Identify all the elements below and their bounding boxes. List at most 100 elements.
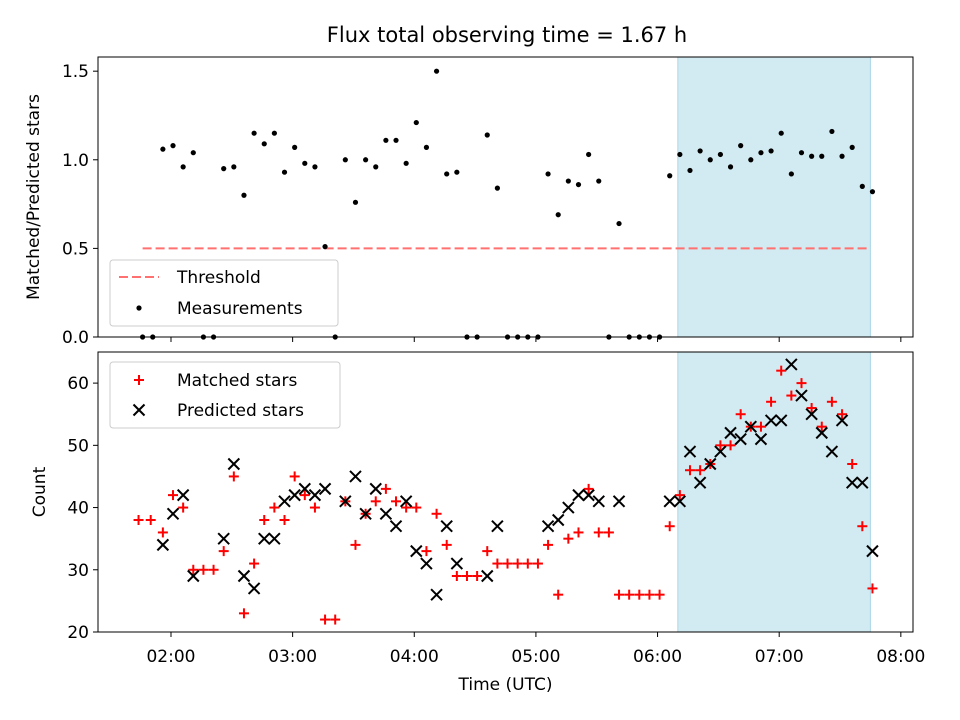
x-tick-label: 08:00 — [876, 647, 925, 667]
predicted-point — [237, 569, 251, 583]
predicted-point — [278, 495, 291, 508]
matched-point — [725, 440, 736, 451]
top-plot-frame — [97, 56, 914, 338]
predicted-point — [318, 482, 332, 496]
matched-point — [806, 403, 817, 413]
measurement-point — [819, 153, 825, 159]
legend-matched-swatch — [134, 375, 144, 385]
predicted-point — [288, 488, 301, 502]
predicted-point-b — [835, 414, 849, 427]
legend-predicted-label: Predicted stars — [177, 401, 304, 421]
predicted-point — [683, 445, 697, 458]
predicted-point-b — [166, 507, 180, 520]
predicted-point — [734, 432, 747, 446]
predicted-point-b — [795, 389, 808, 402]
matched-point — [766, 396, 777, 407]
matched-point — [583, 483, 594, 494]
matched-point — [309, 502, 320, 513]
predicted-point-b — [278, 495, 291, 508]
predicted-point — [744, 420, 758, 433]
predicted-point-b — [491, 520, 504, 533]
predicted-point-b — [693, 476, 707, 489]
x-tick-label: 03:00 — [268, 647, 317, 667]
measurement-point — [727, 164, 734, 170]
predicted-point — [339, 495, 352, 508]
top-legend-box — [109, 259, 339, 327]
matched-point — [401, 502, 412, 513]
predicted-point — [430, 588, 443, 601]
matched-point — [218, 546, 229, 557]
matched-point — [573, 527, 584, 538]
predicted-point-b — [663, 495, 676, 508]
predicted-point-b — [764, 414, 778, 427]
predicted-point-b — [156, 538, 170, 552]
measurement-point — [667, 173, 673, 179]
predicted-point — [268, 532, 281, 545]
predicted-point — [795, 389, 808, 402]
measurement-point — [423, 144, 430, 150]
predicted-point-b — [775, 414, 788, 427]
measurement-point — [433, 68, 440, 74]
matched-point — [624, 589, 635, 600]
y-tick-label: 20 — [67, 623, 89, 643]
predicted-point-b — [744, 420, 758, 433]
matched-point — [593, 527, 604, 538]
matched-point — [145, 515, 156, 525]
matched-point — [522, 558, 533, 569]
predicted-point-b — [379, 507, 393, 520]
matched-point — [269, 502, 280, 513]
predicted-point — [481, 569, 494, 583]
predicted-point-b — [369, 482, 382, 496]
legend-threshold-label: Threshold — [176, 268, 261, 288]
measurement-point — [586, 151, 592, 158]
predicted-point — [693, 476, 707, 489]
predicted-point-b — [673, 495, 687, 508]
predicted-point-b — [298, 482, 311, 496]
predicted-point-b — [187, 569, 200, 583]
matched-point — [816, 421, 827, 432]
matched-point — [715, 440, 726, 451]
measurement-point — [748, 157, 754, 163]
predicted-point — [552, 513, 565, 527]
measurement-point — [809, 153, 815, 159]
measurement-point — [859, 183, 865, 189]
y-tick-label: 40 — [67, 499, 89, 519]
measurement-point — [190, 150, 196, 156]
predicted-point — [673, 495, 687, 508]
matched-point — [157, 527, 168, 538]
measurement-point — [778, 130, 784, 136]
measurement-point — [545, 171, 551, 177]
predicted-point-b — [308, 488, 322, 502]
y-tick-label: 50 — [67, 436, 89, 456]
predicted-point-b — [592, 495, 605, 508]
predicted-point — [825, 445, 839, 458]
measurement-point — [575, 181, 582, 188]
predicted-point — [176, 488, 190, 502]
predicted-point-b — [825, 445, 839, 458]
predicted-point — [399, 495, 413, 508]
y-tick-label: 1.5 — [62, 62, 89, 82]
predicted-point — [450, 557, 464, 570]
measurement-point — [352, 199, 359, 205]
matched-point — [826, 396, 837, 407]
y-tick-label: 0.0 — [62, 328, 89, 348]
y-tick-label: 0.5 — [62, 239, 89, 259]
predicted-point — [410, 544, 423, 558]
matched-point — [644, 589, 655, 600]
matched-point — [168, 490, 179, 501]
top-x-axis — [170, 337, 902, 342]
measurement-point — [454, 169, 460, 175]
predicted-point — [541, 520, 555, 533]
matched-point — [695, 465, 706, 476]
measurement-point — [484, 132, 490, 138]
matched-point — [249, 558, 260, 569]
matched-point — [472, 571, 483, 581]
bottom-y-axis-label: Count — [30, 466, 50, 517]
predicted-point-b — [815, 426, 828, 440]
matched-point — [198, 564, 209, 575]
matched-point — [492, 558, 503, 569]
measurements-series — [140, 68, 876, 340]
predicted-point-b — [217, 532, 230, 545]
measurement-point — [180, 164, 186, 170]
matched-point — [299, 490, 310, 501]
